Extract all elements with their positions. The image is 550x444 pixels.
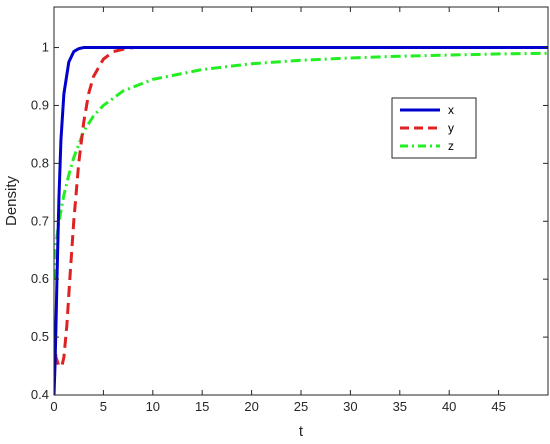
x-axis: 0 5 10 15 20 25 30 35 40 45 (50, 7, 506, 414)
x-axis-label: t (299, 423, 304, 440)
x-tick-label: 35 (393, 399, 407, 414)
x-tick-label: 5 (100, 399, 107, 414)
x-tick-label: 40 (442, 399, 456, 414)
y-axis: 0.4 0.5 0.6 0.7 0.8 0.9 1 (31, 40, 548, 402)
x-tick-label: 0 (50, 399, 57, 414)
legend-label-y: y (448, 121, 454, 135)
legend-label-x: x (448, 103, 454, 117)
x-tick-label: 45 (491, 399, 505, 414)
x-tick-label: 10 (146, 399, 160, 414)
legend-label-z: z (448, 139, 454, 153)
x-tick-label: 20 (244, 399, 258, 414)
series-line-z (54, 51, 548, 280)
x-tick-label: 15 (195, 399, 209, 414)
y-tick-label: 0.4 (31, 387, 49, 402)
y-tick-label: 1 (42, 40, 49, 55)
y-axis-label: Density (3, 175, 20, 226)
x-tick-label: 25 (294, 399, 308, 414)
series-layer (54, 46, 548, 395)
x-tick-label: 30 (343, 399, 357, 414)
y-tick-label: 0.5 (31, 329, 49, 344)
series-line-x (54, 46, 548, 395)
y-tick-label: 0.9 (31, 97, 49, 112)
y-tick-label: 0.8 (31, 155, 49, 170)
plot-background (54, 7, 548, 395)
y-tick-label: 0.6 (31, 271, 49, 286)
legend: xyz (391, 97, 477, 159)
y-tick-label: 0.7 (31, 213, 49, 228)
